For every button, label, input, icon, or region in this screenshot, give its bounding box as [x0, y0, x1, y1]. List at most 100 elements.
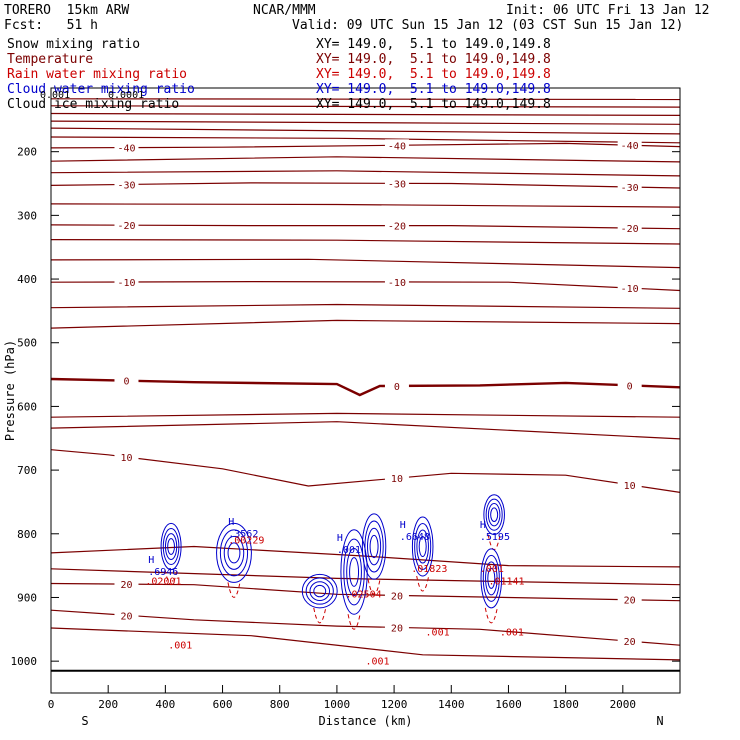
- cloud-water-contour: [349, 557, 360, 587]
- isotherm-label-bg: [384, 589, 409, 601]
- cloud-water-contour: [219, 529, 249, 577]
- y-tick-label: 600: [17, 400, 37, 413]
- x-tick-label: 1400: [438, 698, 465, 711]
- isotherm-label: 20: [624, 596, 636, 607]
- rain-water-label: .001: [500, 628, 524, 639]
- cloud-water-max-label: .5195: [480, 532, 510, 543]
- isotherm-line: [50, 98, 681, 101]
- legend-cloud-ice: Cloud ice mixing ratio: [7, 97, 180, 112]
- cloud-water-contour: [216, 522, 252, 583]
- isotherm-label: 20: [120, 580, 132, 591]
- isotherm-label-bg: [617, 379, 642, 391]
- rain-water-label: .01141: [488, 577, 524, 588]
- isotherm-label-bg: [114, 578, 139, 590]
- cloud-water-contour: [164, 533, 178, 560]
- isotherm-label: 20: [624, 637, 636, 648]
- cloud-water-contour: [313, 584, 327, 598]
- init-time: Init: 06 UTC Fri 13 Jan 12: [506, 3, 710, 18]
- cloud-water-contour: [369, 534, 379, 559]
- cloud-water-contour: [416, 529, 429, 564]
- x-tick-label: 1000: [324, 698, 351, 711]
- cloud-water-contour: [485, 561, 498, 596]
- isotherm-label-bg: [617, 181, 642, 193]
- x-tick-label: 1600: [495, 698, 522, 711]
- isotherm-label: -40: [388, 141, 406, 152]
- isotherm-label: 0: [627, 381, 633, 392]
- legend-rain-xy: XY= 149.0, 5.1 to 149.0,149.8: [316, 67, 551, 82]
- cloud-water-contour: [361, 513, 387, 580]
- isotherm-label: -20: [621, 224, 639, 235]
- isotherm-label-bg: [114, 374, 139, 386]
- isotherm-label: -10: [621, 284, 639, 295]
- cloud-water-contour: [305, 577, 334, 605]
- rain-water-label: .02504: [345, 589, 381, 600]
- isotherm-label: 0: [394, 382, 400, 393]
- isotherm-line: [50, 421, 681, 440]
- cloud-water-contour: [485, 498, 503, 531]
- overlay-label-1: 0.001: [40, 90, 71, 101]
- isotherm-label: -20: [388, 222, 406, 233]
- rain-contour: [313, 607, 327, 624]
- cloud-water-max-label: .3562: [228, 529, 258, 540]
- cloud-water-max-marker: H: [480, 520, 486, 531]
- isotherm-label: 20: [391, 591, 403, 602]
- isotherm-label-bg: [384, 379, 409, 391]
- legend-temperature: Temperature: [7, 52, 94, 67]
- y-tick-label: 500: [17, 337, 37, 350]
- x-tick-label: 400: [155, 698, 175, 711]
- forecast-hour: Fcst: 51 h: [4, 18, 98, 33]
- legend-temperature-xy: XY= 149.0, 5.1 to 149.0,149.8: [316, 52, 551, 67]
- rain-contour: [367, 579, 381, 595]
- isotherm-label-bg: [384, 139, 409, 151]
- isotherm-label: 20: [391, 623, 403, 634]
- y-tick-label: 900: [17, 591, 37, 604]
- cloud-water-contour: [482, 554, 500, 602]
- cloud-water-max-marker: H: [148, 555, 154, 566]
- cloud-water-contour: [309, 581, 331, 601]
- cloud-water-contour: [480, 548, 503, 609]
- x-tick-label: 800: [270, 698, 290, 711]
- cloud-water-contour: [167, 538, 175, 555]
- isotherm-label-bg: [617, 222, 642, 234]
- cloud-water-max-label: .6648: [400, 532, 430, 543]
- legend-snow-xy: XY= 149.0, 5.1 to 149.0,149.8: [316, 37, 551, 52]
- cloud-water-max-marker: H: [400, 520, 406, 531]
- model-title: TORERO 15km ARW: [4, 3, 130, 18]
- x-tick-label: 600: [213, 698, 233, 711]
- isotherm-line: [50, 609, 681, 646]
- isotherm-label-bg: [114, 609, 139, 621]
- cloud-water-contour: [160, 522, 182, 571]
- isotherm-label: -20: [117, 221, 135, 232]
- isotherm-label-bg: [384, 219, 409, 231]
- isotherm-line: [50, 203, 681, 208]
- isotherm-line: [50, 258, 681, 269]
- cloud-water-contour: [346, 547, 362, 597]
- isotherm-label: 10: [391, 474, 403, 485]
- isotherm-line: [50, 303, 681, 309]
- isotherm-label-bg: [114, 141, 139, 153]
- isotherm-line: [50, 449, 681, 493]
- isotherm-line: [50, 627, 681, 661]
- y-tick-label: 1000: [11, 655, 38, 668]
- legend-rain: Rain water mixing ratio: [7, 67, 188, 82]
- isotherm-label-bg: [384, 621, 409, 633]
- y-tick-label: 700: [17, 464, 37, 477]
- isotherm-line: [50, 105, 681, 108]
- x-tick-label: 0: [48, 698, 55, 711]
- isotherm-line: [50, 170, 681, 177]
- isotherm-label-bg: [617, 593, 642, 605]
- isotherm-label-bg: [114, 178, 139, 190]
- y-tick-label: 200: [17, 146, 37, 159]
- rain-contour: [164, 569, 178, 586]
- legend-cloud-ice-xy: XY= 149.0, 5.1 to 149.0,149.8: [316, 97, 551, 112]
- valid-time: Valid: 09 UTC Sun 15 Jan 12 (03 CST Sun …: [292, 18, 684, 33]
- isotherm-line: [50, 136, 681, 144]
- rain-contour: [347, 614, 361, 630]
- isotherm-label: 0: [123, 377, 129, 388]
- rain-water-label: .001: [168, 640, 192, 651]
- isotherm-label-bg: [617, 282, 642, 294]
- isotherm-line: [50, 377, 681, 397]
- cloud-water-contour: [411, 516, 434, 577]
- x-tick-label: 2000: [610, 698, 637, 711]
- cloud-water-contour: [301, 573, 338, 609]
